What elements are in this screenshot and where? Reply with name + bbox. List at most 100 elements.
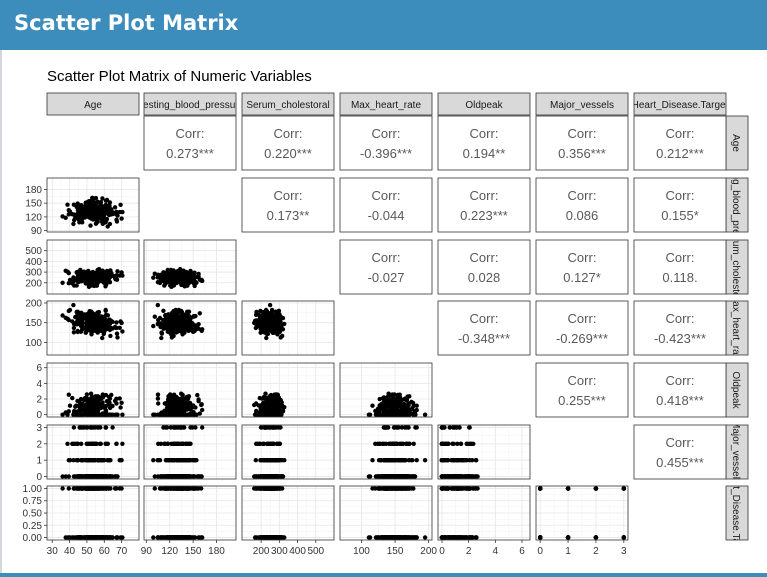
data-point (152, 486, 157, 491)
data-point (252, 412, 258, 417)
data-point (391, 425, 397, 430)
data-point (80, 486, 86, 491)
data-point (115, 269, 120, 274)
data-point (161, 278, 166, 284)
data-point (92, 405, 98, 411)
data-point (397, 392, 402, 397)
points (60, 302, 125, 341)
data-point (155, 280, 161, 285)
data-point (196, 274, 201, 279)
data-point (101, 280, 106, 285)
data-point (274, 320, 280, 325)
data-point (393, 458, 398, 463)
data-point (152, 314, 157, 319)
data-point (65, 535, 70, 540)
panel-border (46, 239, 140, 295)
app-title: Scatter Plot Matrix (14, 11, 239, 35)
data-point (151, 323, 156, 329)
data-point (195, 323, 200, 328)
data-point (172, 316, 178, 321)
data-point (260, 407, 265, 412)
data-point (452, 425, 457, 430)
data-point (115, 535, 120, 540)
data-point (96, 535, 101, 540)
data-point (200, 425, 205, 430)
data-point (74, 458, 79, 463)
data-point (100, 335, 105, 341)
data-point (110, 210, 115, 215)
data-point (191, 403, 196, 408)
data-point (275, 392, 280, 397)
data-point (195, 392, 200, 398)
data-point (366, 474, 372, 479)
data-point (85, 316, 91, 321)
data-point (66, 474, 72, 479)
data-point (107, 200, 113, 205)
data-point (278, 335, 283, 340)
data-point (165, 412, 171, 417)
data-point (101, 272, 107, 278)
data-point (85, 205, 91, 210)
corr-panel (535, 300, 629, 356)
points (151, 302, 205, 341)
data-point (382, 412, 388, 417)
data-point (93, 396, 99, 401)
strip-top-0 (46, 92, 140, 116)
data-point (120, 329, 125, 334)
data-point (182, 405, 187, 410)
data-point (66, 317, 72, 323)
data-point (458, 441, 464, 446)
data-point (414, 403, 419, 408)
data-point (173, 405, 179, 410)
corr-panel (437, 239, 531, 295)
data-point (388, 392, 393, 398)
data-point (98, 204, 103, 209)
data-point (262, 474, 267, 479)
data-point (75, 204, 81, 209)
data-point (92, 206, 98, 211)
data-point (120, 412, 125, 417)
data-point (101, 486, 106, 491)
data-point (92, 212, 98, 217)
chart-title: Scatter Plot Matrix of Numeric Variables (47, 68, 312, 85)
data-point (66, 486, 72, 491)
data-point (110, 273, 115, 278)
data-point (191, 314, 196, 319)
data-point (380, 474, 385, 479)
data-point (74, 283, 79, 288)
data-point (190, 425, 195, 430)
data-point (182, 284, 187, 289)
data-point (185, 535, 190, 540)
points (252, 302, 287, 341)
data-point (260, 327, 265, 333)
data-point (185, 441, 190, 446)
data-point (88, 405, 93, 410)
data-point (96, 322, 101, 328)
points (60, 267, 125, 289)
data-point (107, 458, 112, 463)
data-point (77, 474, 82, 479)
data-point (114, 219, 120, 224)
data-point (156, 317, 161, 323)
data-point (169, 284, 174, 289)
data-point (108, 333, 113, 339)
data-point (104, 197, 110, 203)
strip-right-label: Oldpeak (730, 371, 741, 409)
data-point (93, 317, 99, 323)
data-point (439, 425, 445, 430)
data-point (275, 326, 280, 332)
data-point (200, 407, 205, 413)
corr-panel (633, 177, 727, 233)
corr-panel (143, 115, 237, 171)
data-point (70, 212, 75, 217)
data-point (85, 412, 91, 417)
data-point (110, 412, 115, 417)
data-point (188, 269, 193, 274)
data-point (67, 403, 73, 408)
data-point (70, 319, 75, 324)
data-point (117, 273, 122, 278)
data-point (414, 458, 419, 463)
data-point (411, 441, 416, 446)
data-point (110, 425, 115, 430)
data-point (405, 425, 411, 430)
